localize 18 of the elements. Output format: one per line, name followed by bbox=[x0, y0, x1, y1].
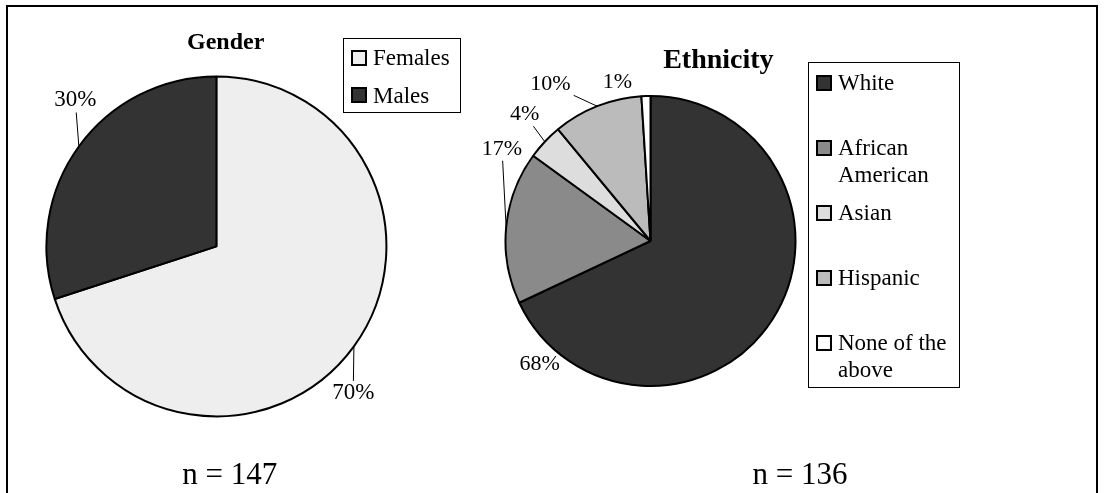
legend-label: Hispanic bbox=[838, 264, 920, 291]
data-label: 30% bbox=[54, 86, 97, 112]
data-label: 68% bbox=[519, 349, 560, 375]
data-label: 10% bbox=[530, 70, 571, 96]
data-label: 1% bbox=[602, 68, 633, 94]
data-label: 70% bbox=[332, 379, 375, 405]
legend-label: White bbox=[838, 69, 895, 96]
legend-label: Males bbox=[373, 81, 430, 109]
legend-label: African American bbox=[838, 134, 930, 188]
data-label: 17% bbox=[481, 134, 523, 160]
legend-label: Females bbox=[373, 44, 450, 71]
text: n = 136 bbox=[752, 455, 848, 492]
chart-title: Gender bbox=[187, 26, 265, 55]
data-label: 4% bbox=[510, 100, 540, 126]
text: n = 147 bbox=[182, 455, 278, 493]
chart-title: Ethnicity bbox=[663, 43, 774, 75]
legend-label: None of the above bbox=[838, 329, 948, 383]
legend-label: Asian bbox=[838, 199, 892, 226]
